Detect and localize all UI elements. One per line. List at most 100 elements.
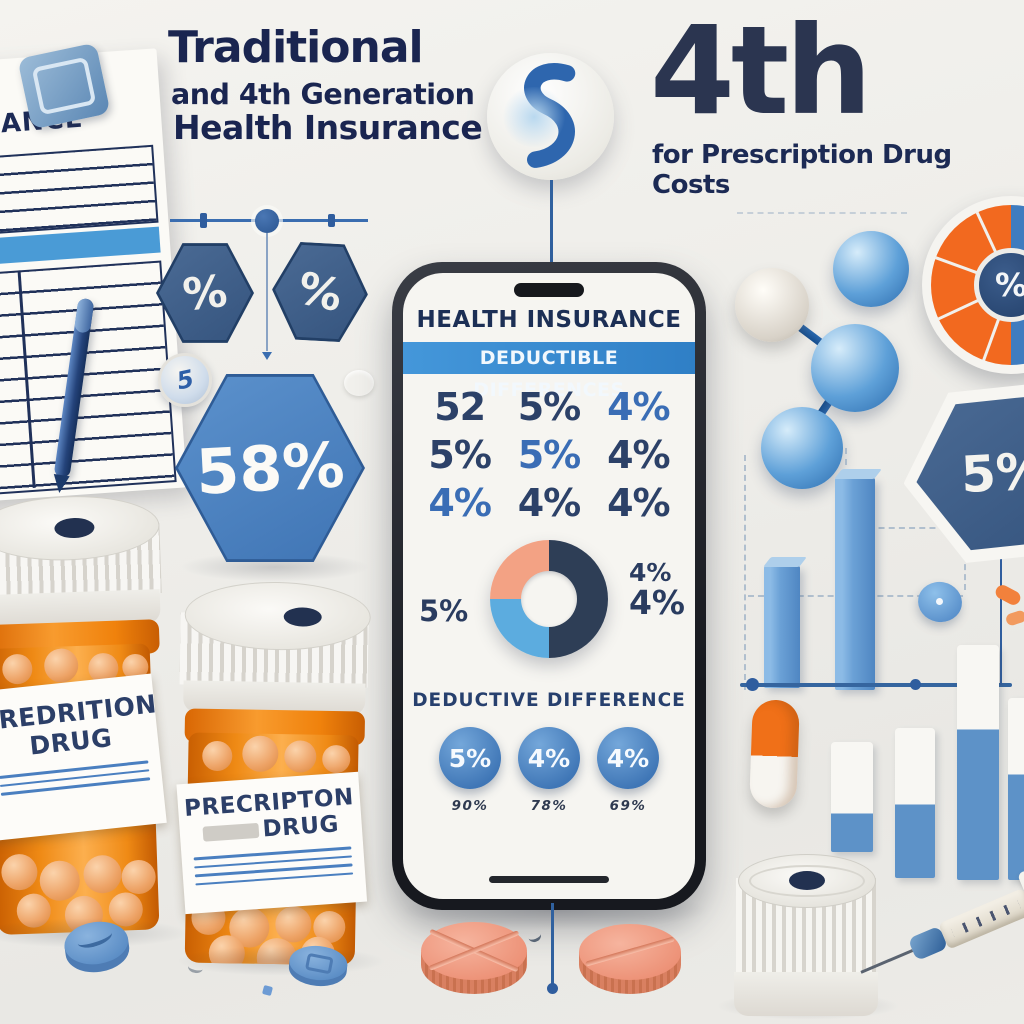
cap-top-ring xyxy=(749,865,865,897)
phone: HEALTH INSURANCE DEDUCTIBLE DIFFERENCES … xyxy=(392,262,706,910)
screen-title: HEALTH INSURANCE xyxy=(416,307,682,333)
screen-caption: DEDUCTIVE DIFFERENCE xyxy=(412,690,686,711)
label-tape xyxy=(202,822,260,842)
pill-ball xyxy=(322,744,351,774)
pill-ball xyxy=(284,740,317,773)
stat-sublabel: 90% xyxy=(451,798,489,814)
hex-5-label: 5% xyxy=(959,441,1024,505)
donut-right-labels: 4% 4% xyxy=(629,560,685,619)
insurance-document: NSRANCE xyxy=(0,48,188,504)
pill-bottle-traditional: TREDRITION DRUG xyxy=(0,493,182,939)
gridline-dashed xyxy=(848,527,966,529)
connector-end-dot xyxy=(547,983,558,994)
bar-tall xyxy=(835,478,875,690)
phone-screen: HEALTH INSURANCE DEDUCTIBLE DIFFERENCES … xyxy=(403,273,695,899)
home-indicator xyxy=(489,876,609,883)
hex-58-label: 58% xyxy=(193,427,347,509)
connector-vertical-thin xyxy=(266,233,268,351)
bottle-shadow xyxy=(176,946,386,976)
cap-top-face xyxy=(738,854,876,908)
pill-ball xyxy=(39,860,81,902)
grid-cell: 5% xyxy=(428,433,492,477)
stat-circle-value: 5% xyxy=(448,743,492,773)
donut-right-label-bottom: 4% xyxy=(628,582,685,622)
cap-center-dot xyxy=(54,517,95,539)
stat-circles: 5% 4% 4% xyxy=(403,727,695,789)
blue-pill-right xyxy=(286,943,349,990)
fill-column xyxy=(895,728,935,878)
grid-cell: 5% xyxy=(517,385,582,429)
coin-glyph: 5 xyxy=(173,364,197,396)
grid-cell: 5% xyxy=(517,433,582,477)
grid-cell: 4% xyxy=(517,481,582,525)
headline-4th: 4th xyxy=(650,0,872,142)
syringe-barrel xyxy=(938,887,1024,950)
donut-chart xyxy=(490,540,608,658)
pill-ball xyxy=(121,859,157,895)
title-line2: and 4th Generation xyxy=(171,78,475,111)
pill-ball xyxy=(202,740,233,772)
axis-baseline xyxy=(740,683,1012,687)
grid-cell: 4% xyxy=(607,433,671,477)
fill-column xyxy=(1008,698,1024,880)
pill-ball xyxy=(1,653,33,685)
donut-hole xyxy=(521,571,577,627)
tablet-cross-scored xyxy=(420,922,528,996)
cap-lower-band xyxy=(734,972,878,1016)
molecule-blue-sphere xyxy=(833,231,909,307)
blue-pill-left xyxy=(61,917,134,979)
stat-circle-value: 4% xyxy=(527,743,571,773)
fill-column xyxy=(957,645,999,880)
axis-dot xyxy=(746,678,759,691)
screen-banner: DEDUCTIBLE DIFFERENCES xyxy=(403,342,695,401)
fill-column xyxy=(831,742,873,852)
percent-icon: % xyxy=(180,265,230,321)
stat-circle-value: 4% xyxy=(606,743,650,773)
molecule-blue-sphere xyxy=(761,407,843,489)
molecule-blue-sphere xyxy=(811,324,899,412)
title-line3: Health Insurance xyxy=(173,108,483,147)
document-table-top xyxy=(0,144,159,239)
molecule-white-sphere xyxy=(735,268,809,342)
camera-notch-icon xyxy=(514,283,584,297)
syringe-needle xyxy=(860,948,913,974)
title-line1: Traditional xyxy=(168,22,424,73)
percent-grid: 52 5% 4% 5% 5% 4% 4% 4% 4% xyxy=(415,384,683,526)
stat-circle: 4% xyxy=(518,727,580,789)
headline-subtitle: for Prescription Drug Costs xyxy=(652,140,952,200)
connector-badge-to-phone xyxy=(550,180,553,266)
coin-badge: 5 xyxy=(158,353,212,407)
disc-highlight-dot xyxy=(936,598,943,605)
percent-icon: % xyxy=(292,262,348,322)
pie-wheel: % xyxy=(922,196,1024,374)
grid-cell: 52 xyxy=(434,385,486,429)
bottle-label-line2-text: DRUG xyxy=(261,811,340,843)
bottle-label: PRECRIPTON DRUG xyxy=(176,771,368,915)
bottle-cap-large xyxy=(734,854,878,1016)
stat-sublabel: 69% xyxy=(609,798,647,814)
connector-node-right xyxy=(328,214,335,227)
donut-left-label: 5% xyxy=(419,594,469,628)
cap-center-dot xyxy=(283,607,322,627)
gridline-dashed xyxy=(744,455,746,690)
cap-center-dot xyxy=(789,871,825,890)
connector-hub-dot xyxy=(255,209,279,233)
gridline-dashed xyxy=(845,448,847,476)
s-swirl-glow xyxy=(501,87,567,147)
scratch-mark xyxy=(526,928,543,944)
hex-5-connector xyxy=(1000,555,1002,685)
pill-ball xyxy=(43,647,79,684)
grid-cell: 4% xyxy=(607,481,671,525)
stat-circle: 5% xyxy=(439,727,501,789)
axis-dot xyxy=(910,679,921,690)
capsule-pill xyxy=(749,699,800,809)
stat-sublabel: 78% xyxy=(530,798,568,814)
orange-capsule-bit xyxy=(1004,609,1024,627)
hex-badge-5: 5% xyxy=(894,372,1024,574)
label-rule xyxy=(0,760,149,779)
bottle-label: TREDRITION DRUG xyxy=(0,673,167,841)
pill-ball xyxy=(275,906,312,943)
tablet-single-scored xyxy=(578,924,682,996)
dashed-line-top-right xyxy=(737,212,907,214)
